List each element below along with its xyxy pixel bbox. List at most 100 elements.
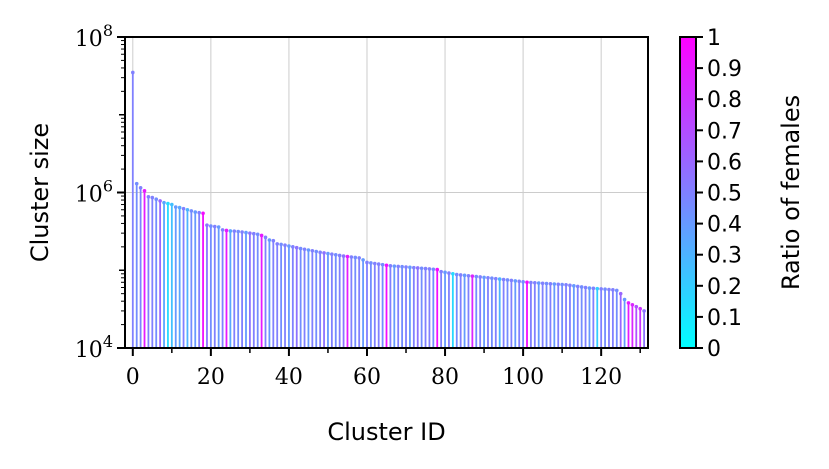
bar-marker-92	[490, 276, 494, 281]
colorbar-tick-label-0.8: 0.8	[707, 88, 742, 113]
x-tick-label-100: 100	[502, 365, 544, 390]
y-axis-label: Cluster size	[26, 123, 54, 262]
bar-marker-40	[287, 244, 291, 248]
bar-marker-18	[201, 211, 205, 216]
bar-marker-64	[380, 262, 385, 267]
bar-marker-120	[599, 287, 603, 291]
y-tick-label-8: 108	[75, 21, 113, 52]
bar-marker-20	[209, 224, 213, 228]
colorbar-tick-label-0.2: 0.2	[707, 275, 742, 300]
bar-marker-72	[412, 265, 416, 270]
bar-marker-31	[251, 231, 256, 236]
bar-marker-128	[630, 302, 635, 307]
bar-marker-10	[170, 202, 174, 207]
bar-markers	[131, 70, 646, 313]
bar-marker-59	[361, 258, 365, 262]
bar-marker-1	[134, 181, 139, 186]
bar-marker-42	[294, 245, 299, 250]
bar-marker-56	[349, 255, 354, 259]
bar-marker-8	[162, 200, 166, 205]
bar-marker-19	[205, 223, 209, 227]
bar-marker-122	[607, 287, 611, 292]
bar-marker-99	[517, 279, 522, 284]
bar-marker-118	[591, 286, 596, 291]
bar-marker-90	[482, 275, 486, 280]
bar-marker-62	[372, 261, 377, 266]
bar-marker-117	[587, 286, 592, 290]
colorbar-tick-label-0.3: 0.3	[707, 244, 742, 269]
bar-marker-28	[240, 230, 244, 234]
x-tick-label-20: 20	[197, 365, 225, 390]
bar-marker-91	[486, 275, 490, 280]
bar-marker-27	[236, 229, 240, 234]
colorbar-tick-label-0.5: 0.5	[707, 182, 742, 207]
bar-marker-100	[521, 280, 525, 284]
bar-marker-39	[283, 243, 287, 247]
bar-marker-24	[224, 228, 229, 233]
colorbar-tick-label-0.1: 0.1	[707, 306, 742, 331]
bar-marker-123	[611, 288, 615, 292]
bar-marker-98	[513, 279, 518, 283]
bar-marker-77	[431, 267, 436, 272]
bar-marker-89	[478, 275, 482, 279]
x-axis-label: Cluster ID	[327, 418, 445, 446]
bar-marker-48	[318, 250, 322, 255]
bar-marker-11	[173, 205, 178, 209]
bar-marker-22	[216, 225, 221, 229]
bar-marker-70	[404, 265, 408, 269]
x-tick-label-120: 120	[580, 365, 622, 390]
bar-marker-119	[595, 286, 600, 291]
bar-marker-116	[583, 285, 588, 290]
bar-marker-7	[158, 199, 162, 203]
bar-marker-66	[388, 264, 393, 268]
bar-marker-38	[279, 242, 283, 247]
bar-marker-17	[197, 210, 201, 215]
bar-marker-52	[333, 253, 338, 257]
bar-marker-54	[341, 254, 346, 258]
bar-marker-109	[556, 282, 561, 287]
bar-marker-65	[384, 263, 389, 268]
bar-marker-4	[146, 195, 151, 199]
bar-marker-3	[142, 189, 147, 193]
bar-marker-95	[501, 277, 506, 282]
colorbar-tick-label-0.4: 0.4	[707, 213, 742, 238]
x-tick-label-80: 80	[431, 365, 459, 390]
colorbar-gradient	[679, 36, 697, 349]
bar-marker-127	[626, 301, 631, 305]
bar-marker-104	[536, 281, 541, 285]
bar-marker-47	[314, 249, 319, 254]
y-axis-ticks: 104 106 108	[75, 21, 125, 363]
bar-marker-6	[154, 197, 159, 202]
bar-marker-57	[353, 255, 358, 260]
bar-marker-25	[228, 229, 233, 233]
bar-marker-68	[396, 264, 401, 269]
colorbar-tick-label-0.9: 0.9	[707, 57, 742, 82]
bar-marker-5	[150, 195, 155, 200]
bar-marker-58	[357, 256, 361, 260]
bar-marker-115	[579, 285, 584, 289]
bar-marker-85	[462, 273, 467, 278]
x-tick-label-0: 0	[126, 365, 140, 390]
bar-marker-61	[369, 261, 373, 265]
bar-marker-131	[642, 309, 646, 313]
bar-marker-129	[634, 304, 639, 309]
bar-marker-76	[427, 267, 432, 271]
bar-marker-46	[310, 248, 315, 253]
bar-marker-9	[166, 201, 170, 206]
y-tick-label-4: 104	[75, 332, 113, 363]
bar-marker-94	[497, 277, 502, 281]
bar-marker-53	[337, 253, 342, 258]
bar-marker-121	[603, 287, 607, 292]
bar-marker-67	[392, 264, 397, 268]
colorbar-label: Ratio of females	[777, 95, 805, 290]
bar-marker-73	[415, 266, 420, 270]
bar-marker-126	[622, 297, 627, 302]
y-tick-label-6: 106	[75, 177, 113, 208]
bar-marker-23	[220, 228, 225, 232]
bar-marker-33	[259, 233, 264, 238]
bar-marker-37	[275, 242, 280, 246]
bar-marker-2	[138, 185, 143, 190]
bar-marker-0	[131, 70, 135, 75]
bar-marker-13	[181, 206, 186, 211]
